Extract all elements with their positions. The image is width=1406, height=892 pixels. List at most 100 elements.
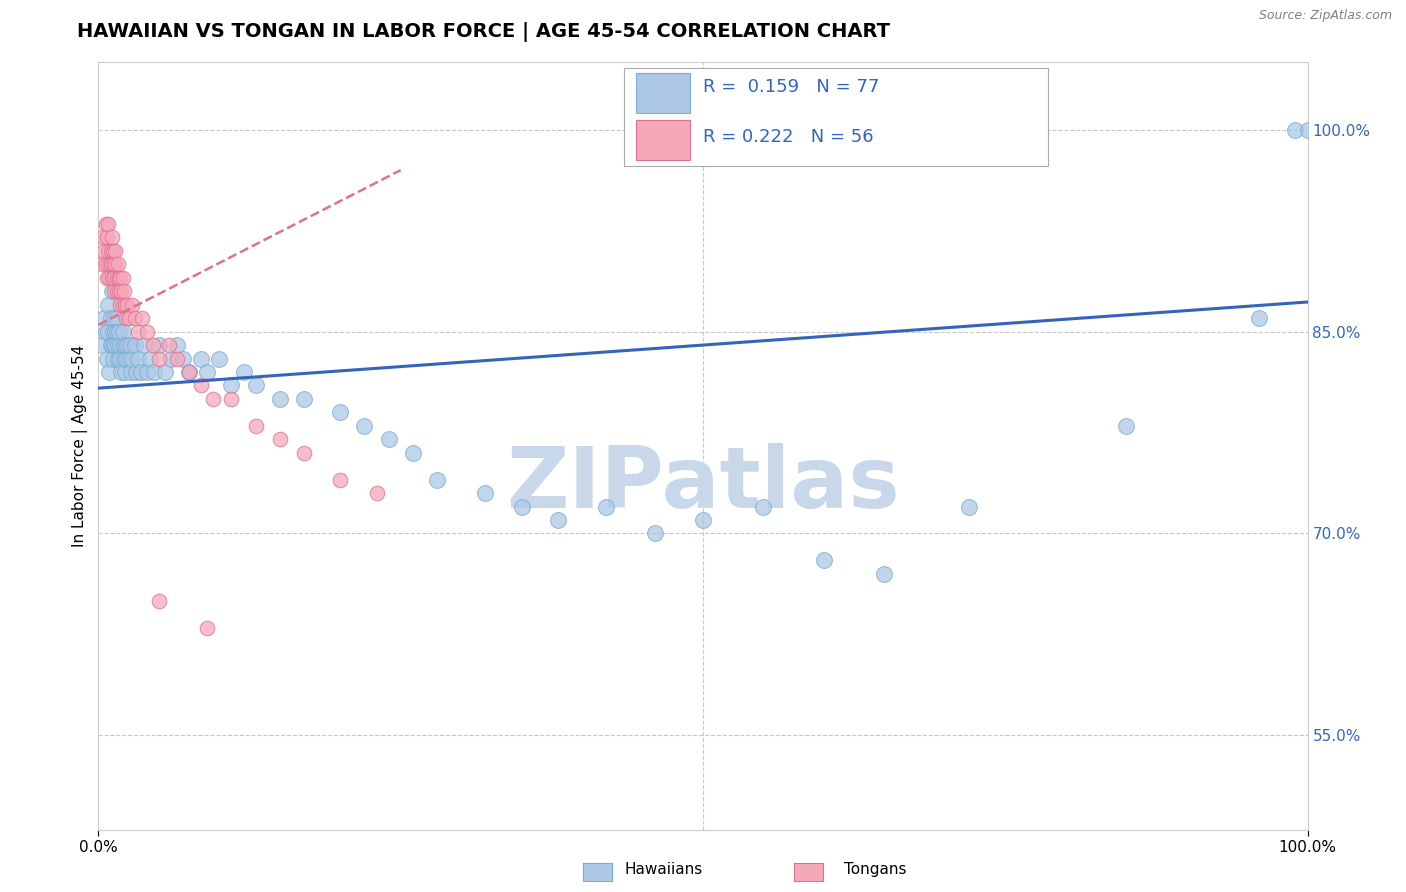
Point — [101, 351, 124, 366]
Point — [101, 244, 124, 258]
Point — [292, 446, 315, 460]
Point — [143, 365, 166, 379]
Point — [111, 325, 134, 339]
Point — [131, 311, 153, 326]
Point — [103, 311, 125, 326]
Point — [179, 365, 201, 379]
Text: HAWAIIAN VS TONGAN IN LABOR FORCE | AGE 45-54 CORRELATION CHART: HAWAIIAN VS TONGAN IN LABOR FORCE | AGE … — [77, 22, 890, 42]
Point — [139, 351, 162, 366]
Point — [93, 244, 115, 258]
Point — [595, 500, 617, 514]
Point — [179, 365, 201, 379]
Point — [104, 338, 127, 352]
Point — [121, 351, 143, 366]
Point — [245, 378, 267, 392]
Point — [118, 351, 141, 366]
Point — [115, 351, 138, 366]
Point — [510, 500, 533, 514]
Point — [111, 298, 134, 312]
Point — [124, 338, 146, 352]
Point — [120, 365, 142, 379]
Point — [111, 270, 134, 285]
Point — [269, 392, 291, 406]
Point — [153, 365, 176, 379]
Point — [426, 473, 449, 487]
Point — [103, 284, 125, 298]
Point — [208, 351, 231, 366]
Point — [108, 325, 131, 339]
Point — [813, 553, 835, 567]
Point — [104, 244, 127, 258]
Point — [96, 351, 118, 366]
Point — [104, 325, 127, 339]
Point — [114, 298, 136, 312]
Point — [190, 351, 212, 366]
Point — [202, 392, 225, 406]
Point — [1249, 311, 1271, 326]
Point — [108, 338, 131, 352]
Point — [105, 270, 128, 285]
Point — [377, 432, 399, 446]
Point — [269, 432, 291, 446]
Point — [94, 257, 117, 271]
Point — [91, 257, 114, 271]
Point — [160, 351, 183, 366]
Point — [166, 338, 188, 352]
Point — [105, 284, 128, 298]
Point — [93, 311, 115, 326]
Point — [97, 217, 120, 231]
Point — [172, 351, 194, 366]
Point — [115, 311, 138, 326]
Point — [100, 338, 122, 352]
Point — [195, 621, 218, 635]
Point — [1284, 122, 1306, 136]
Point — [103, 270, 125, 285]
Point — [100, 338, 122, 352]
Point — [100, 257, 122, 271]
Point — [245, 418, 267, 433]
Point — [221, 378, 243, 392]
Point — [195, 365, 218, 379]
Point — [1115, 418, 1137, 433]
Point — [110, 365, 132, 379]
Point — [107, 257, 129, 271]
Point — [232, 365, 254, 379]
Point — [96, 270, 118, 285]
Point — [108, 284, 131, 298]
Point — [101, 325, 124, 339]
Point — [105, 325, 128, 339]
Point — [108, 270, 131, 285]
Point — [135, 365, 157, 379]
Point — [117, 338, 139, 352]
Point — [98, 270, 121, 285]
Point — [121, 298, 143, 312]
Point — [547, 513, 569, 527]
Point — [112, 351, 135, 366]
Point — [105, 311, 128, 326]
Point — [166, 351, 188, 366]
Text: R = 0.222   N = 56: R = 0.222 N = 56 — [703, 128, 873, 145]
Point — [112, 284, 135, 298]
Point — [111, 338, 134, 352]
Point — [329, 405, 352, 419]
Point — [148, 338, 170, 352]
Point — [98, 257, 121, 271]
FancyBboxPatch shape — [637, 72, 690, 112]
Point — [91, 230, 114, 244]
Point — [96, 230, 118, 244]
Point — [104, 257, 127, 271]
Point — [329, 473, 352, 487]
Point — [114, 365, 136, 379]
Point — [100, 230, 122, 244]
Point — [91, 338, 114, 352]
Point — [94, 325, 117, 339]
Point — [98, 365, 121, 379]
Point — [127, 325, 149, 339]
FancyBboxPatch shape — [637, 120, 690, 160]
Point — [129, 365, 152, 379]
Point — [108, 351, 131, 366]
Point — [366, 486, 388, 500]
Point — [97, 244, 120, 258]
Point — [292, 392, 315, 406]
Point — [148, 351, 170, 366]
